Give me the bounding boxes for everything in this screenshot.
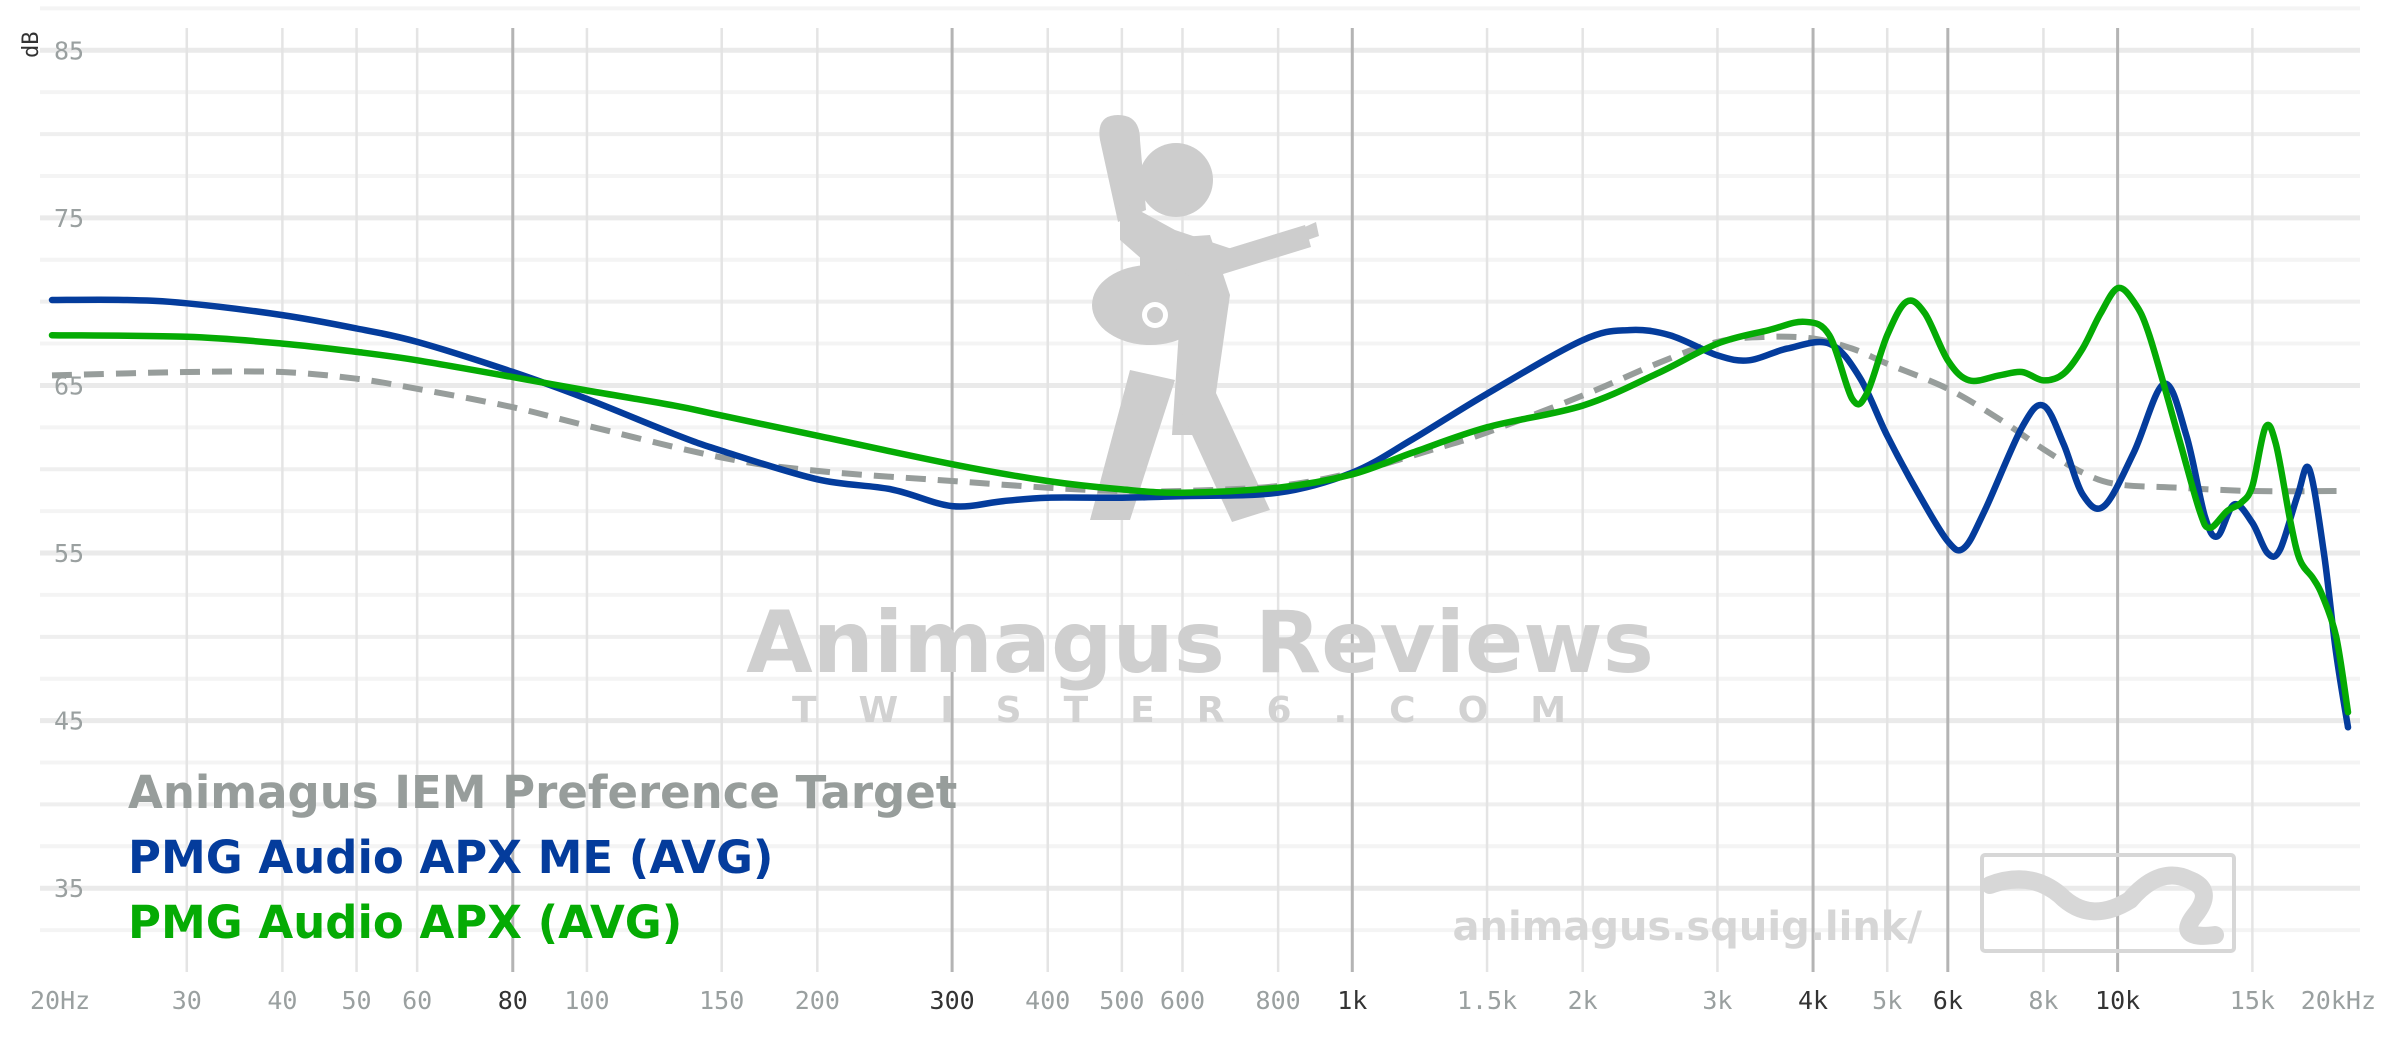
x-tick-label: 4k <box>1798 986 1828 1015</box>
x-tick-label: 30 <box>172 986 202 1015</box>
series-line-target <box>51 333 2349 495</box>
x-tick-label: 500 <box>1099 986 1144 1015</box>
watermark-title: Animagus Reviews <box>746 593 1654 693</box>
x-axis-ticks: 20Hz 30 40 50 60 80 100 150 200 300 400 500 600 800 1k… <box>30 986 2376 1015</box>
watermark-subtitle: TWISTER6.COM <box>792 690 1608 731</box>
watermark: Animagus Reviews TWISTER6.COM animagus.s… <box>746 115 2236 953</box>
legend: Animagus IEM Preference Target PMG Audio… <box>128 766 957 949</box>
y-tick-label: 75 <box>54 204 84 233</box>
y-tick-label: 35 <box>54 874 84 903</box>
x-tick-label: 60 <box>402 986 432 1015</box>
x-tick-label: 80 <box>498 986 528 1015</box>
x-tick-label: 5k <box>1872 986 1902 1015</box>
x-tick-label: 15k <box>2230 986 2275 1015</box>
x-tick-label: 40 <box>267 986 297 1015</box>
x-tick-label: 10k <box>2095 986 2140 1015</box>
x-tick-label: 3k <box>1702 986 1732 1015</box>
x-tick-label: 2k <box>1568 986 1598 1015</box>
x-tick-label: 20Hz <box>30 986 90 1015</box>
y-tick-label: 45 <box>54 707 84 736</box>
x-tick-label: 600 <box>1160 986 1205 1015</box>
series-line-apx <box>48 284 2352 716</box>
x-tick-label: 6k <box>1933 986 1963 1015</box>
series-lines <box>48 284 2352 731</box>
x-tick-label: 800 <box>1256 986 1301 1015</box>
x-tick-label: 400 <box>1025 986 1070 1015</box>
y-tick-label: 55 <box>54 539 84 568</box>
x-tick-label: 1k <box>1337 986 1367 1015</box>
series-line-apx-me <box>48 296 2352 731</box>
legend-item-target: Animagus IEM Preference Target <box>128 766 957 819</box>
y-tick-label: 85 <box>54 36 84 65</box>
x-tick-label: 200 <box>795 986 840 1015</box>
x-tick-label: 150 <box>699 986 744 1015</box>
legend-item-apx-me: PMG Audio APX ME (AVG) <box>128 831 773 884</box>
vertical-gridlines <box>185 28 2254 972</box>
legend-item-apx: PMG Audio APX (AVG) <box>128 896 682 949</box>
x-tick-label: 1.5k <box>1457 986 1517 1015</box>
x-tick-label: 300 <box>930 986 975 1015</box>
guitarist-logo-icon <box>1090 115 1319 522</box>
x-tick-label: 50 <box>342 986 372 1015</box>
x-tick-label: 100 <box>564 986 609 1015</box>
y-axis-label: dB <box>19 32 44 59</box>
x-tick-label: 20kHz <box>2301 986 2376 1015</box>
watermark-url: animagus.squig.link/ <box>1452 904 1922 950</box>
squiglink-logo-icon <box>1980 853 2236 953</box>
x-tick-label: 8k <box>2028 986 2058 1015</box>
